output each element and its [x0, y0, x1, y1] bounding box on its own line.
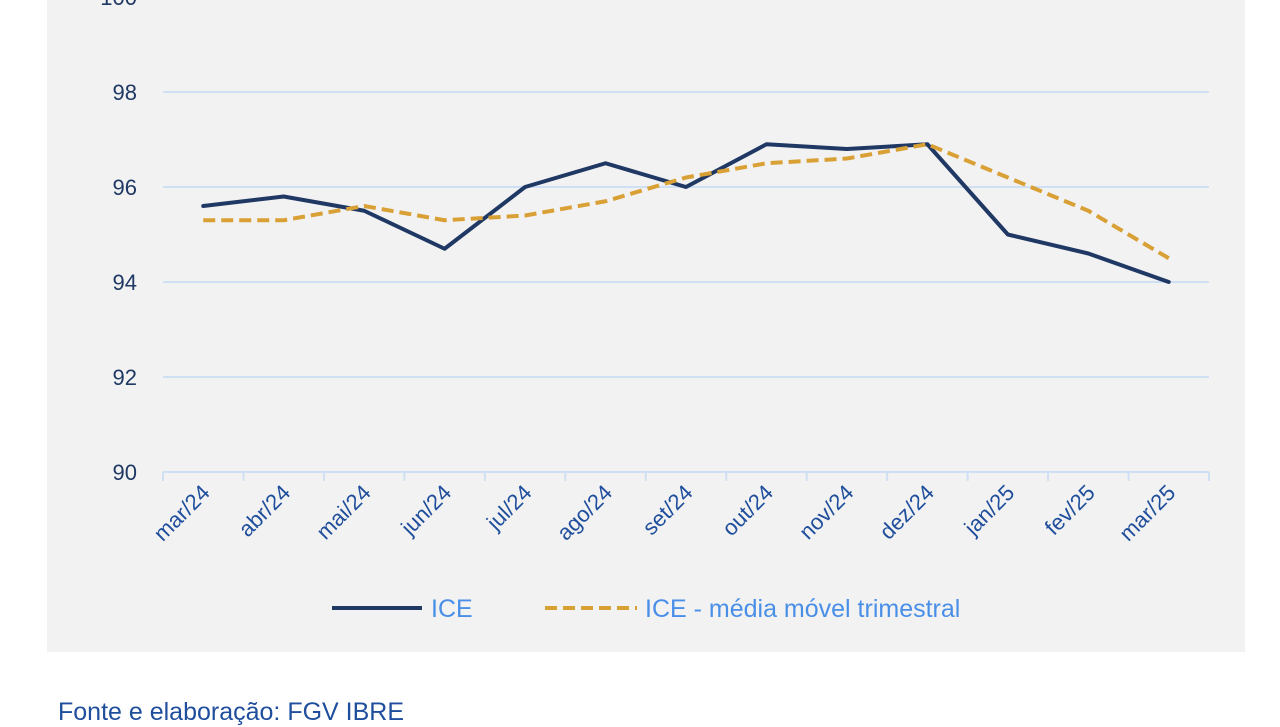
y-tick-label-98: 98 — [113, 80, 137, 105]
legend-label-ice: ICE — [431, 595, 473, 623]
y-tick-label-92: 92 — [113, 365, 137, 390]
x-tick-label-ago/24: ago/24 — [552, 480, 617, 545]
x-tick-label-mai/24: mai/24 — [311, 480, 375, 544]
x-tick-label-dez/24: dez/24 — [875, 480, 939, 544]
series-line-ice-moving-average — [203, 142, 1170, 260]
x-tick-label-abr/24: abr/24 — [233, 480, 295, 542]
x-tick-label-jul/24: jul/24 — [481, 480, 537, 536]
x-tick-label-out/24: out/24 — [717, 480, 778, 541]
x-tick-label-mar/24: mar/24 — [149, 480, 215, 546]
x-tick-label-nov/24: nov/24 — [794, 480, 858, 544]
y-tick-label-96: 96 — [113, 175, 137, 200]
x-tick-label-fev/25: fev/25 — [1040, 480, 1100, 540]
y-tick-label-90: 90 — [113, 460, 137, 485]
chart-panel: 90 92 94 96 98 100 mar/24 abr/24 mai/24 jun/24 jul… — [47, 0, 1245, 652]
x-tick-label-jan/25: jan/25 — [959, 480, 1020, 541]
source-note: Fonte e elaboração: FGV IBRE — [58, 698, 405, 726]
y-tick-label-100: 100 — [100, 0, 137, 10]
legend-label-ice-moving-average: ICE - média móvel trimestral — [645, 595, 960, 623]
series-line-ice — [201, 142, 1171, 284]
x-tick-label-mar/25: mar/25 — [1114, 480, 1180, 546]
line-chart: 90 92 94 96 98 100 mar/24 abr/24 mai/24 jun/24 jul… — [100, 0, 1210, 623]
y-tick-label-94: 94 — [113, 270, 137, 295]
x-tick-label-set/24: set/24 — [637, 480, 697, 540]
x-tick-label-jun/24: jun/24 — [395, 480, 456, 541]
